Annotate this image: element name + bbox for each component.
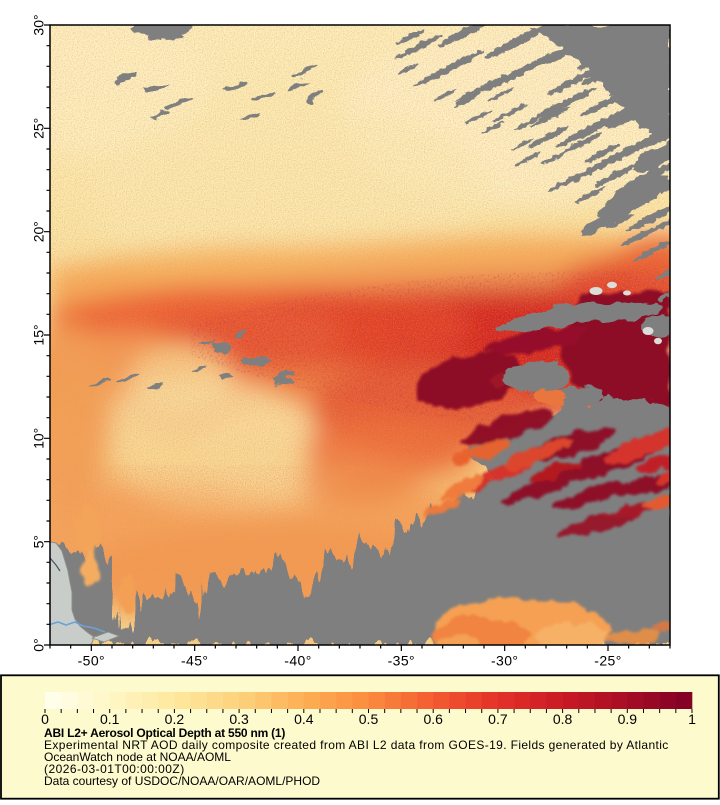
- svg-text:OceanWatch node at NOAA/AOML: OceanWatch node at NOAA/AOML: [44, 750, 231, 764]
- svg-text:5°: 5°: [31, 535, 47, 548]
- svg-text:0.6: 0.6: [423, 711, 443, 727]
- svg-text:0.1: 0.1: [100, 711, 120, 727]
- svg-text:20°: 20°: [31, 221, 47, 242]
- svg-text:0.2: 0.2: [165, 711, 185, 727]
- svg-text:10°: 10°: [31, 428, 47, 449]
- svg-text:30°: 30°: [31, 14, 47, 35]
- svg-text:(2026-03-01T00:00:00Z): (2026-03-01T00:00:00Z): [44, 762, 185, 776]
- svg-text:Experimental NRT AOD daily com: Experimental NRT AOD daily composite cre…: [44, 738, 669, 752]
- svg-text:0.7: 0.7: [488, 711, 508, 727]
- svg-text:-45°: -45°: [181, 653, 208, 669]
- svg-text:15°: 15°: [31, 324, 47, 345]
- svg-text:25°: 25°: [31, 118, 47, 139]
- svg-text:ABI L2+ Aerosol Optical Depth: ABI L2+ Aerosol Optical Depth at 550 nm …: [44, 726, 285, 740]
- svg-text:-25°: -25°: [594, 653, 621, 669]
- svg-text:1: 1: [688, 711, 696, 727]
- svg-text:0.4: 0.4: [294, 711, 314, 727]
- svg-text:-35°: -35°: [388, 653, 415, 669]
- svg-text:0.5: 0.5: [359, 711, 379, 727]
- svg-text:0.8: 0.8: [553, 711, 573, 727]
- svg-text:0°: 0°: [31, 638, 47, 651]
- svg-text:-30°: -30°: [491, 653, 518, 669]
- svg-text:0.3: 0.3: [229, 711, 249, 727]
- svg-text:-40°: -40°: [284, 653, 311, 669]
- svg-text:Data courtesy of USDOC/NOAA/OA: Data courtesy of USDOC/NOAA/OAR/AOML/PHO…: [44, 774, 320, 788]
- svg-text:-50°: -50°: [78, 653, 105, 669]
- svg-text:0: 0: [41, 711, 49, 727]
- svg-text:0.9: 0.9: [618, 711, 638, 727]
